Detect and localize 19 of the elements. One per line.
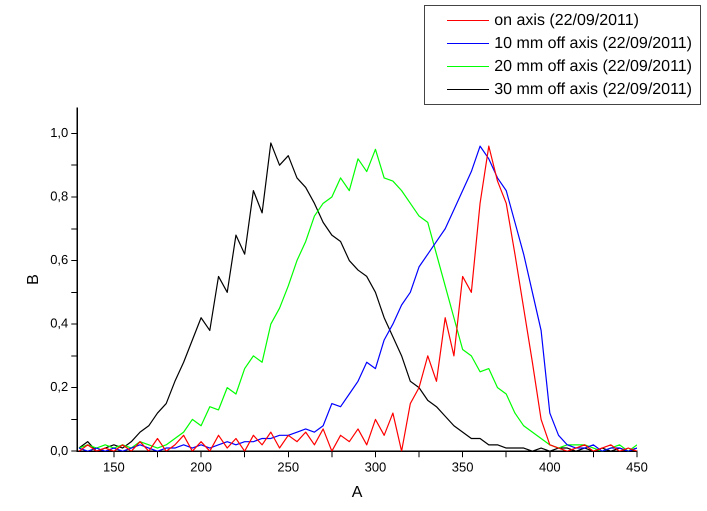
y-axis-title: B <box>25 274 42 285</box>
y-tick-label: 0,0 <box>50 442 68 458</box>
y-tick-label: 0,8 <box>50 188 68 204</box>
x-tick-label: 450 <box>626 460 648 475</box>
x-tick-label: 400 <box>538 460 561 475</box>
x-axis-title: A <box>352 484 363 501</box>
x-tick-label: 150 <box>103 460 125 475</box>
legend-label: 20 mm off axis (22/09/2011) <box>494 57 692 77</box>
x-tick-label: 300 <box>364 460 386 475</box>
legend-label: 10 mm off axis (22/09/2011) <box>494 34 692 54</box>
legend-label: on axis (22/09/2011) <box>494 11 639 31</box>
y-tick-label: 0,6 <box>50 252 68 268</box>
x-tick-label: 350 <box>452 460 474 475</box>
x-tick-label: 200 <box>190 460 212 475</box>
y-tick-label: 1,0 <box>50 125 68 140</box>
y-tick-label: 0,4 <box>50 316 68 331</box>
legend-label: 30 mm off axis (22/09/2011) <box>494 80 692 100</box>
x-tick-label: 250 <box>277 460 300 475</box>
y-tick-label: 0,2 <box>50 379 68 394</box>
